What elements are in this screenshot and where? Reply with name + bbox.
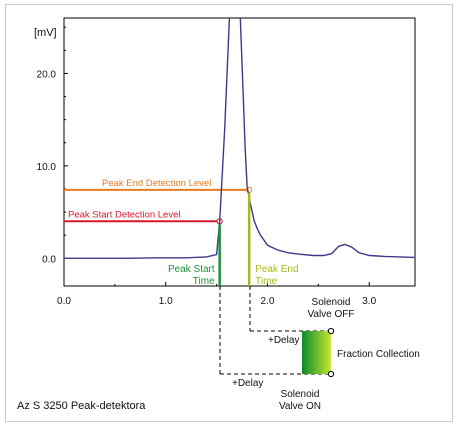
valve-on-point	[327, 370, 335, 378]
peak-time-label: Peak End	[255, 264, 298, 275]
x-tick-label: 0.0	[57, 296, 71, 307]
y-tick-label: 0.0	[42, 254, 56, 265]
detection-levels: Peak End Detection Level Peak Start Detec…	[64, 178, 253, 225]
peak-time-label: Time	[193, 276, 215, 287]
valve-on-label-line1: Solenoid	[281, 389, 320, 400]
valve-off-point	[327, 327, 335, 335]
peak-time-label: Peak Start	[168, 264, 215, 275]
chromatogram-trace	[64, 18, 415, 259]
figure-frame	[5, 4, 453, 422]
x-axis: 0.0 1.0 2.0 3.0	[57, 282, 377, 307]
plot-area	[63, 17, 416, 287]
delay-off-label: +Delay	[268, 335, 299, 346]
valve-off-label-line2: Valve OFF	[307, 309, 354, 320]
valve-off-label-line1: Solenoid	[312, 297, 351, 308]
x-tick-label: 3.0	[362, 296, 376, 307]
figure-caption: Az S 3250 Peak-detektora	[17, 400, 146, 412]
detection-level-label: Peak End Detection Level	[102, 178, 211, 189]
fraction-collection-label: Fraction Collection	[337, 349, 420, 360]
valve-on-label-line2: Valve ON	[279, 401, 321, 412]
y-axis-label: [mV]	[34, 27, 57, 39]
y-axis: 0.0 10.0 20.0	[37, 26, 68, 265]
fraction-collection-bar	[302, 331, 331, 374]
peak-time-label: Time	[255, 276, 277, 287]
detection-level-label: Peak Start Detection Level	[68, 209, 180, 220]
y-tick-label: 10.0	[37, 162, 57, 173]
y-tick-label: 20.0	[37, 69, 57, 80]
x-tick-label: 1.0	[159, 296, 173, 307]
x-tick-label: 2.0	[261, 296, 275, 307]
delay-on-label: +Delay	[232, 378, 263, 389]
